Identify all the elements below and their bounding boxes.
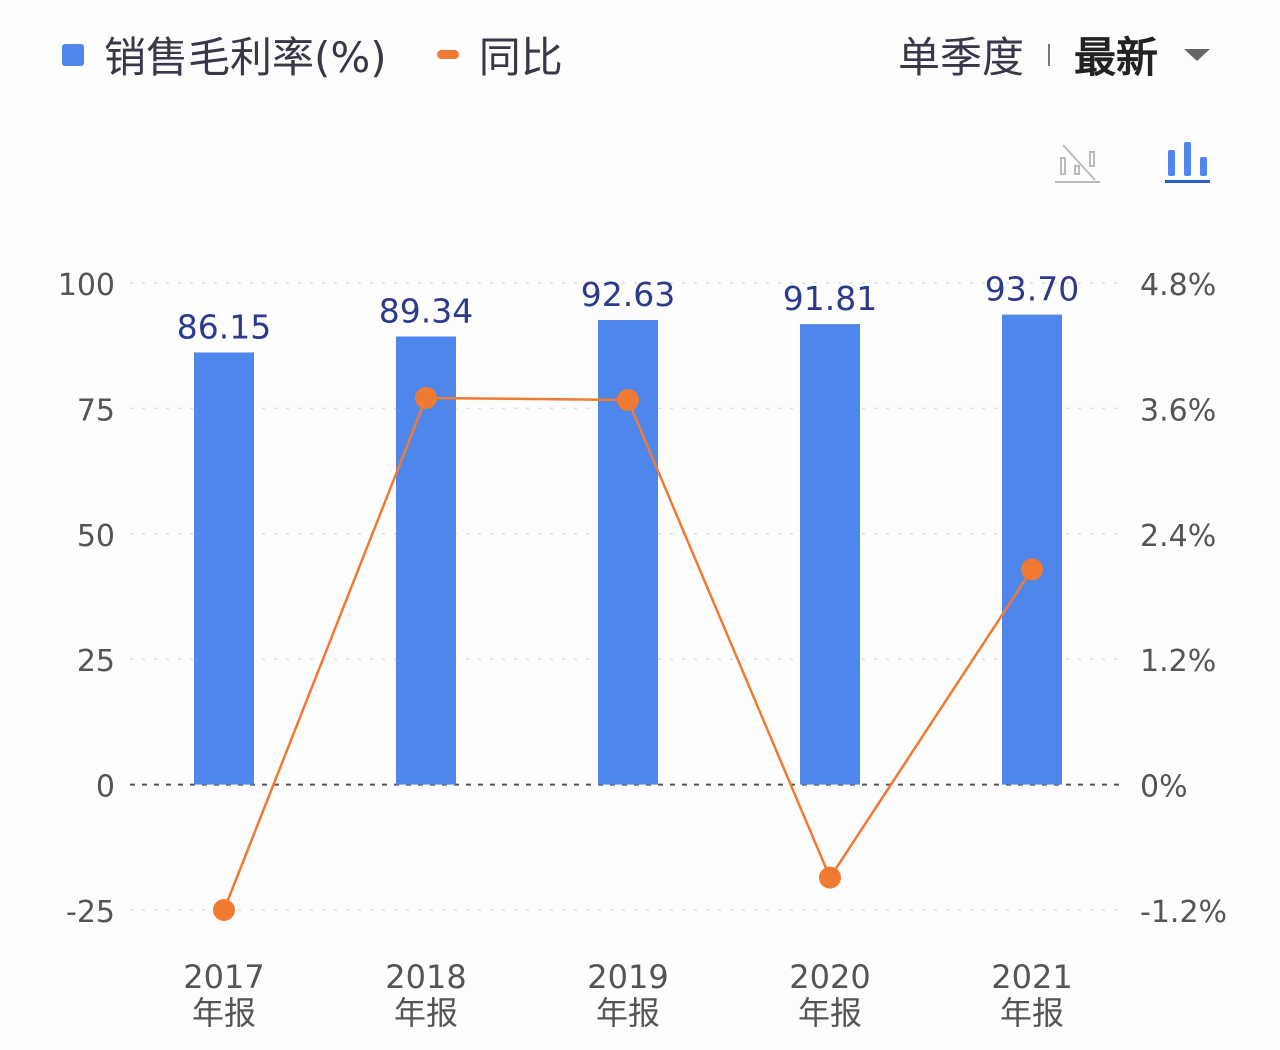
bar — [194, 352, 254, 785]
yoy-point — [819, 866, 841, 889]
divider — [1047, 43, 1050, 66]
left-tick-label: -25 — [66, 895, 115, 930]
left-tick-label: 50 — [77, 519, 115, 554]
sort-dropdown[interactable]: 最新 — [1073, 33, 1158, 82]
x-tick-label: 2019 — [587, 958, 668, 996]
legend-line-label[interactable]: 同比 — [478, 33, 563, 82]
right-tick-label: 1.2% — [1140, 644, 1216, 679]
yoy-point — [617, 389, 639, 412]
left-tick-label: 100 — [58, 268, 115, 303]
bar-value-label: 93.70 — [985, 270, 1079, 309]
x-tick-label: 年报 — [192, 994, 256, 1032]
x-tick-label: 2018 — [385, 958, 466, 996]
bar — [1002, 314, 1062, 785]
right-tick-label: 3.6% — [1140, 393, 1216, 428]
right-tick-label: -1.2% — [1140, 895, 1227, 930]
x-tick-label: 2021 — [991, 958, 1072, 996]
bar — [396, 336, 456, 785]
x-tick-label: 2020 — [789, 958, 870, 996]
legend-line-swatch — [436, 50, 459, 59]
legend-bar-label[interactable]: 销售毛利率(%) — [104, 33, 387, 82]
period-controls: 单季度 最新 — [898, 24, 1210, 85]
chevron-down-icon[interactable] — [1184, 48, 1210, 61]
x-tick-label: 年报 — [1000, 994, 1064, 1032]
bar-chart-icon[interactable] — [1165, 142, 1210, 183]
yoy-point — [415, 386, 437, 409]
left-tick-label: 25 — [77, 644, 115, 679]
x-tick-label: 2017 — [183, 958, 264, 996]
legend-bar-swatch — [62, 43, 84, 66]
left-tick-label: 75 — [77, 393, 115, 428]
x-tick-label: 年报 — [596, 994, 660, 1032]
bar-value-label: 91.81 — [783, 279, 877, 318]
right-tick-label: 0% — [1140, 770, 1188, 805]
bar-value-label: 89.34 — [379, 291, 473, 330]
period-option[interactable]: 单季度 — [897, 33, 1024, 82]
bar-value-label: 92.63 — [581, 275, 675, 314]
right-tick-label: 4.8% — [1140, 268, 1216, 303]
x-tick-label: 年报 — [394, 994, 458, 1032]
left-tick-label: 0 — [96, 770, 115, 805]
right-tick-label: 2.4% — [1140, 519, 1216, 554]
yoy-point — [213, 899, 235, 921]
bar-value-label: 86.15 — [177, 307, 271, 346]
x-tick-label: 年报 — [798, 994, 862, 1032]
bar — [800, 324, 860, 785]
legend: 销售毛利率(%) 同比 — [62, 24, 563, 85]
line-chart-disabled-icon[interactable] — [1055, 144, 1100, 183]
yoy-point — [1021, 558, 1043, 581]
